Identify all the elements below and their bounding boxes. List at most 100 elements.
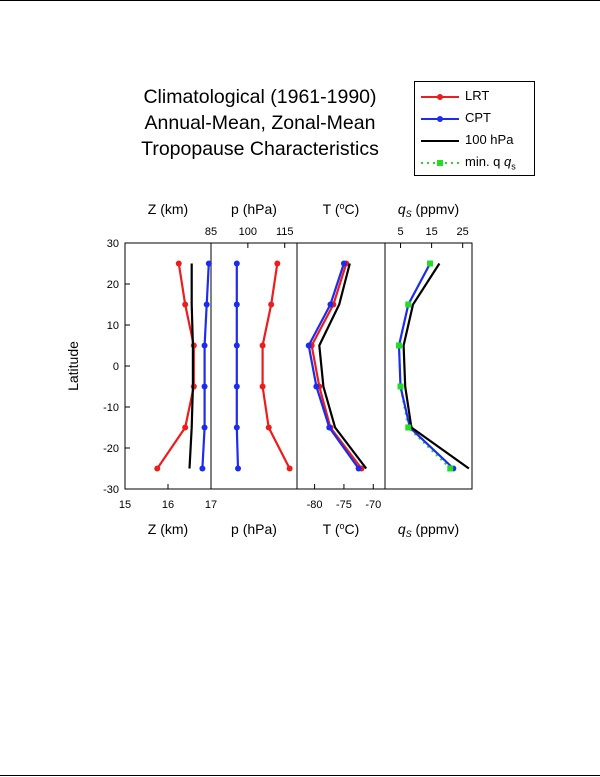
panel-q-top-tick-label: 5 <box>397 226 403 238</box>
panel-t-series-100-hpa-line <box>318 263 368 470</box>
y-tick-label: 30 <box>107 238 119 250</box>
top-border <box>0 0 600 1</box>
legend-label-100hpa: 100 hPa <box>465 132 514 147</box>
y-tick-label: 0 <box>113 361 119 373</box>
bottom-border <box>0 775 600 776</box>
legend-marker-lrt <box>437 94 443 100</box>
panel-p-series-cpt-point <box>235 465 242 472</box>
panel-t-bottom-tick-label: -75 <box>336 499 352 511</box>
panel-z-series-100-hpa-line <box>188 263 194 469</box>
panel-q-series-min-q-s-point <box>397 383 404 390</box>
panel-z-bottom-tick-label: 16 <box>162 499 174 511</box>
panel-z-bottom-tick-label: 17 <box>205 499 217 511</box>
panel-t-series-cpt-point <box>340 260 347 267</box>
panel-t-top-label: T (oC) <box>323 201 360 217</box>
panel-q-bottom-label-var: q <box>398 521 406 537</box>
panel-p-series-cpt-point <box>233 260 240 267</box>
panel-q-series-100-hpa-line <box>402 262 470 470</box>
panel-p-series-cpt-point <box>233 383 240 390</box>
y-tick-label: 20 <box>107 279 119 291</box>
panel-q-top-tick-label: 25 <box>457 226 469 238</box>
panel-t-series-cpt-point <box>355 465 362 472</box>
panel-p-top-label: p (hPa) <box>231 201 277 217</box>
y-tick-label: -20 <box>103 443 119 455</box>
panel-z-series-cpt-point <box>205 260 212 267</box>
panel-t-series-cpt-point <box>313 383 320 390</box>
panel-p-series-cpt-point <box>233 342 240 349</box>
panel-q-bottom-label-unit: (ppmv) <box>412 521 459 537</box>
panel-p-series-cpt-point <box>233 301 240 308</box>
chart-title-line-2: Annual-Mean, Zonal-Mean <box>144 112 376 134</box>
panel-z-series-cpt-point <box>199 465 206 472</box>
panel-p-series-lrt-line <box>261 263 291 469</box>
legend: LRT CPT 100 hPa min. q qs <box>414 81 535 176</box>
chart-title-line-1: Climatological (1961-1990) <box>143 86 377 108</box>
y-axis-label: Latitude <box>65 341 81 391</box>
panel-p-top-tick-label: 115 <box>276 226 294 238</box>
panel-p-series-lrt-point <box>259 342 266 349</box>
legend-marker-min-qs <box>437 160 443 166</box>
legend-item-lrt: LRT <box>415 86 536 108</box>
panel-z-series-cpt-point <box>201 424 208 431</box>
panel-z-series-lrt-point <box>182 301 189 308</box>
panel-p-series-lrt-point <box>274 260 281 267</box>
panel-t-series-lrt-line <box>310 263 363 470</box>
labels-layer: 30 20 10 0 -10 -20 -30 Latitude Z (km) Z (km) 15 16… <box>65 201 469 539</box>
panel-z-series-cpt-point <box>201 342 208 349</box>
legend-swatch-min-qs <box>421 160 459 166</box>
panel-z-series-cpt-point <box>203 301 210 308</box>
panel-p-series-lrt-point <box>268 301 275 308</box>
legend-item-100hpa: 100 hPa <box>415 130 536 152</box>
legend-item-cpt: CPT <box>415 108 536 130</box>
legend-swatch-cpt <box>421 116 459 122</box>
panel-q-top-label-subscript: S <box>406 209 412 219</box>
y-tick-label: 10 <box>107 320 119 332</box>
panel-p-series-lrt-point <box>259 383 266 390</box>
panel-z-top-label: Z (km) <box>148 201 188 217</box>
panel-q-top-label-var: q <box>398 201 406 217</box>
y-tick-label: -10 <box>103 402 119 414</box>
panel-p-bottom-label: p (hPa) <box>231 521 277 537</box>
panel-q-series-min-q-s-point <box>427 260 434 267</box>
legend-label-min-qs-subscript-var: q <box>504 154 512 169</box>
legend-label-min-qs-text: min. q <box>465 154 501 169</box>
panel-t-series-cpt-line <box>307 263 360 470</box>
axes-layer <box>124 242 473 490</box>
panel-q-top-label: qS (ppmv) <box>398 201 459 219</box>
panel-z-series-cpt-point <box>201 383 208 390</box>
panel-t-series-cpt-point <box>305 342 312 349</box>
panel-t-bottom-tick-label: -80 <box>307 499 323 511</box>
panel-q-bottom-label: qS (ppmv) <box>398 521 459 539</box>
legend-swatch-100hpa <box>421 140 459 142</box>
panel-p-series-lrt-point <box>265 424 272 431</box>
panel-p-top-tick-label: 85 <box>205 226 217 238</box>
panel-z-series-lrt-point <box>182 424 189 431</box>
panel-p-series-cpt-line <box>235 263 240 469</box>
panel-z-bottom-label: Z (km) <box>148 521 188 537</box>
panel-p-series-cpt-point <box>233 424 240 431</box>
panel-z-bottom-tick-label: 15 <box>119 499 131 511</box>
legend-label-lrt: LRT <box>465 88 490 103</box>
panel-t-top-label-start: T ( <box>323 201 340 217</box>
legend-marker-cpt <box>437 116 443 122</box>
panel-t-series-cpt-point <box>326 424 333 431</box>
y-tick-label: -30 <box>103 484 119 496</box>
panel-p-series-lrt-point <box>286 465 293 472</box>
panel-q-top-label-unit: (ppmv) <box>412 201 459 217</box>
panel-q-series-min-q-s-point <box>447 465 454 472</box>
legend-label-min-qs-subscript: s <box>511 161 516 172</box>
panel-t-series-cpt-point <box>327 301 334 308</box>
panel-t-bottom-tick-label: -70 <box>365 499 381 511</box>
legend-label-cpt: CPT <box>465 110 491 125</box>
panel-t-top-label-superscript: o <box>340 201 345 211</box>
panel-q-series-min-q-s-point <box>405 424 412 431</box>
legend-swatch-lrt <box>421 94 459 100</box>
legend-item-min-qs: min. q qs <box>415 152 536 174</box>
panel-t-bottom-label: T (oC) <box>323 521 360 537</box>
chart-title-line-3: Tropopause Characteristics <box>141 138 379 160</box>
series-layer <box>154 260 470 472</box>
panel-q-top-tick-label: 15 <box>425 226 437 238</box>
panel-t-bottom-label-superscript: o <box>340 521 345 531</box>
panel-z-series-lrt-point <box>154 465 161 472</box>
